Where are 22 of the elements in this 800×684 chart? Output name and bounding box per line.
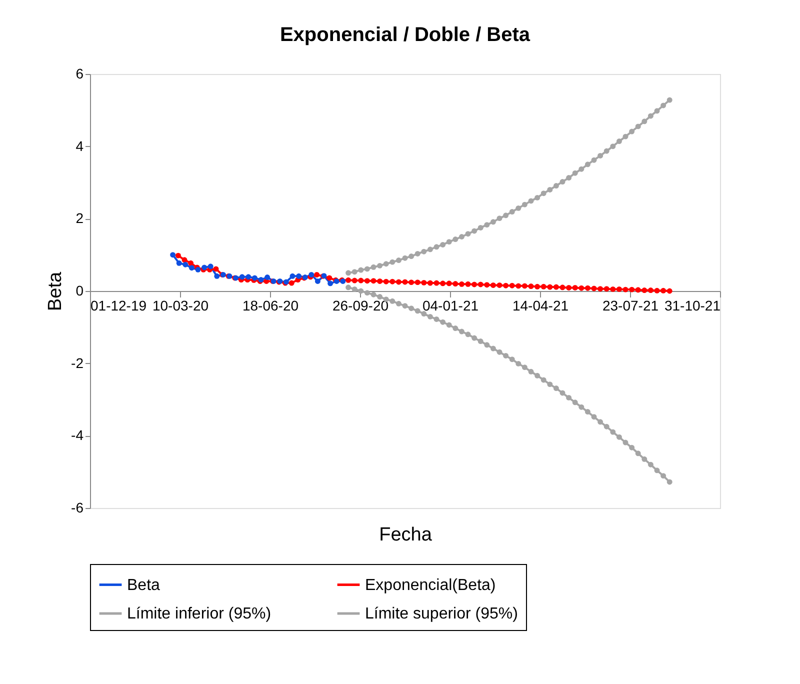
legend-label: Límite inferior (95%) xyxy=(127,606,272,622)
legend-label: Exponencial(Beta) xyxy=(365,576,496,594)
legend-label: Beta xyxy=(127,576,160,594)
x-tick-label: 04-01-21 xyxy=(422,298,479,314)
y-tick-label: 2 xyxy=(76,210,84,226)
y-tick-label: -6 xyxy=(71,500,84,516)
y-tick-label: -4 xyxy=(71,427,84,444)
y-axis-title: Beta xyxy=(45,272,66,312)
x-tick-label: 31-10-21 xyxy=(664,298,721,314)
x-tick-label: 26-09-20 xyxy=(332,298,389,314)
x-tick-label: 23-07-21 xyxy=(602,298,659,314)
y-tick-label: 6 xyxy=(76,66,84,82)
y-tick-label: 0 xyxy=(76,282,84,298)
x-tick-label: 14-04-21 xyxy=(512,298,569,314)
chart-title: Exponencial / Doble / Beta xyxy=(280,24,531,46)
x-tick-label: 01-12-19 xyxy=(90,298,147,314)
x-tick-label: 18-06-20 xyxy=(242,298,299,314)
y-tick-label: 4 xyxy=(76,138,84,154)
x-axis-title: Fecha xyxy=(379,524,432,546)
x-tick-label: 10-03-20 xyxy=(152,298,209,314)
legend-label: Límite superior (95%) xyxy=(365,606,518,622)
y-tick-label: -2 xyxy=(71,354,84,371)
